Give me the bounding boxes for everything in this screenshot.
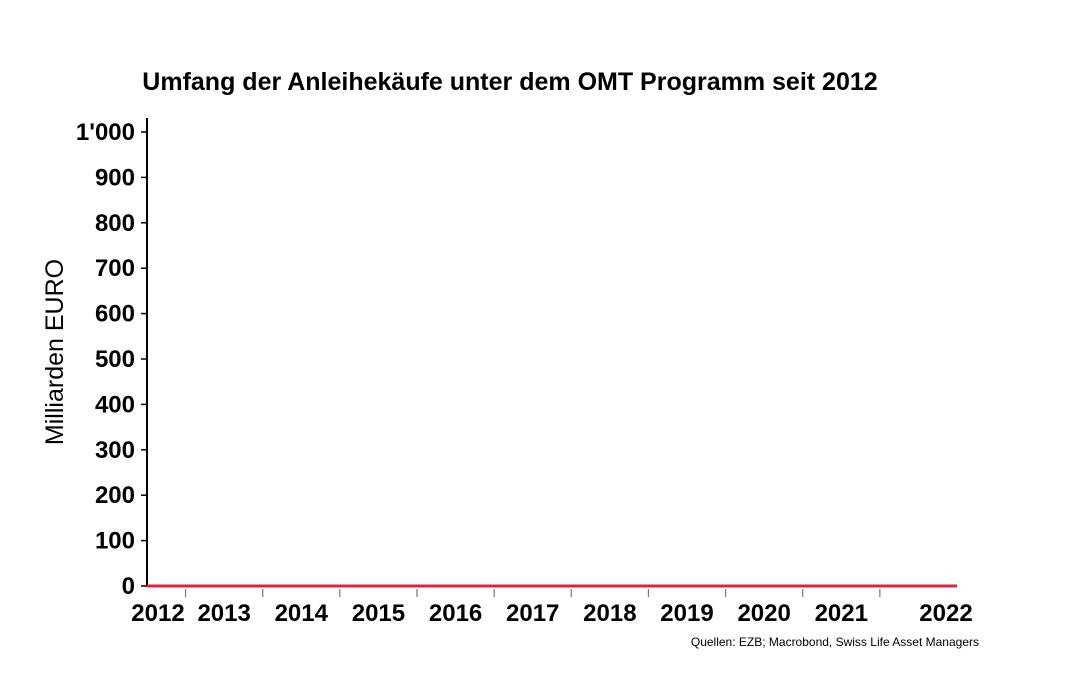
- x-tick-label: 2015: [352, 600, 405, 627]
- y-tick-label: 0: [122, 573, 135, 600]
- x-tick-label: 2014: [275, 600, 329, 627]
- y-tick-label: 100: [95, 528, 135, 555]
- x-tick-label: 2020: [737, 600, 790, 627]
- y-tick-label: 400: [95, 391, 135, 418]
- y-tick-label: 900: [95, 164, 135, 191]
- x-tick-label: 2019: [660, 600, 713, 627]
- y-tick-label: 500: [95, 346, 135, 373]
- y-tick-label: 300: [95, 437, 135, 464]
- y-tick-label: 600: [95, 301, 135, 328]
- y-tick-label: 200: [95, 482, 135, 509]
- y-tick-label: 800: [95, 210, 135, 237]
- y-axis-title: Milliarden EURO: [41, 259, 69, 445]
- y-tick-label: 1'000: [76, 119, 135, 146]
- x-tick-label: 2012: [131, 600, 184, 627]
- x-tick-label: 2018: [583, 600, 636, 627]
- x-tick-label: 2016: [429, 600, 482, 627]
- x-tick-label: 2021: [815, 600, 868, 627]
- chart-title: Umfang der Anleihekäufe unter dem OMT Pr…: [142, 68, 878, 96]
- x-tick-label: 2022: [919, 600, 972, 627]
- source-note: Quellen: EZB; Macrobond, Swiss Life Asse…: [690, 635, 979, 649]
- x-tick-label: 2013: [197, 600, 250, 627]
- y-tick-label: 700: [95, 255, 135, 282]
- x-tick-label: 2017: [506, 600, 559, 627]
